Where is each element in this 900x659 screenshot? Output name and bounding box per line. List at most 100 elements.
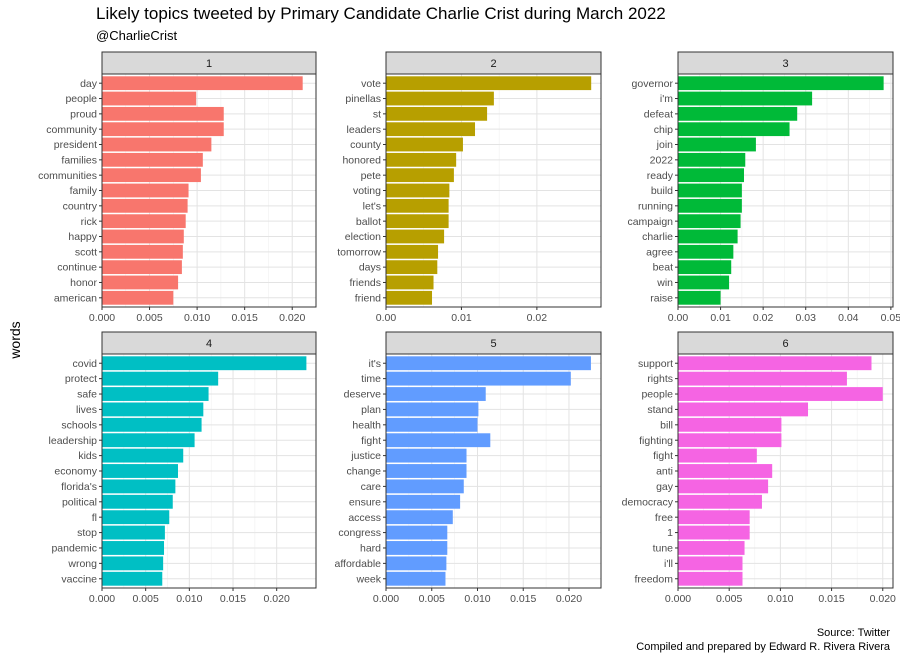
bar-2022 xyxy=(678,152,746,167)
bar-access xyxy=(386,510,453,525)
category-label: voting xyxy=(353,185,381,197)
facet-panel-5: 5 0.000 0.005 0.010 0.015 0.020 it's time deserv… xyxy=(334,331,602,605)
bar-let's xyxy=(386,198,449,213)
bar-gay xyxy=(678,479,769,494)
bar-florida's xyxy=(102,479,176,494)
category-label: justice xyxy=(350,450,381,462)
category-label: agree xyxy=(646,246,673,258)
bar-continue xyxy=(102,260,182,275)
bar-vaccine xyxy=(102,571,163,586)
x-tick-label: 0.01 xyxy=(451,312,472,324)
bar-fl xyxy=(102,510,170,525)
bar-campaign xyxy=(678,214,741,229)
bar-build xyxy=(678,183,742,198)
facet-panel-2: 2 0.00 0.01 0.02 vote pinellas st leaders county… xyxy=(337,51,602,324)
bar-fight xyxy=(678,448,757,463)
category-label: people xyxy=(641,389,673,401)
x-tick-label: 0.02 xyxy=(753,312,774,324)
x-tick-label: 0.03 xyxy=(796,312,817,324)
bar-scott xyxy=(102,244,183,259)
bar-friends xyxy=(386,275,434,290)
x-tick-label: 0.000 xyxy=(89,312,115,324)
x-tick-label: 0.020 xyxy=(870,593,896,605)
bar-support xyxy=(678,356,872,371)
bar-safe xyxy=(102,387,209,401)
caption-credit: Compiled and prepared by Edward R. River… xyxy=(636,641,890,653)
panel-border xyxy=(385,353,602,589)
bar-proud xyxy=(102,106,224,121)
category-label: fight xyxy=(653,450,673,462)
category-label: change xyxy=(347,466,382,478)
bar-plan xyxy=(386,402,479,417)
category-label: days xyxy=(359,262,381,274)
panel-border xyxy=(101,73,317,308)
category-label: kids xyxy=(78,450,97,462)
category-label: vote xyxy=(361,78,381,90)
bar-raise xyxy=(678,290,721,305)
bar-leadership xyxy=(102,433,195,448)
category-label: day xyxy=(80,78,98,90)
category-label: community xyxy=(46,124,98,136)
category-label: join xyxy=(656,139,674,151)
category-label: care xyxy=(361,481,382,493)
bar-stand xyxy=(678,402,809,417)
category-label: beat xyxy=(653,262,674,274)
x-tick-label: 0.020 xyxy=(556,593,582,605)
x-tick-label: 0.01 xyxy=(710,312,731,324)
category-label: let's xyxy=(363,200,381,212)
x-tick-label: 0.02 xyxy=(527,312,548,324)
x-tick-label: 0.005 xyxy=(419,593,445,605)
bar-vote xyxy=(386,76,592,91)
bar-ballot xyxy=(386,214,449,229)
x-tick-label: 0.005 xyxy=(716,593,742,605)
bar-change xyxy=(386,464,467,478)
category-label: lives xyxy=(76,404,97,416)
bar-economy xyxy=(102,464,178,478)
category-label: stand xyxy=(647,404,673,416)
category-label: scott xyxy=(75,246,97,258)
x-tick-label: 0.010 xyxy=(767,593,793,605)
bar-people xyxy=(102,91,197,106)
bar-st xyxy=(386,106,488,121)
bar-families xyxy=(102,152,203,167)
category-label: health xyxy=(352,419,381,431)
category-label: campaign xyxy=(627,216,673,228)
bar-tomorrow xyxy=(386,244,439,259)
category-label: economy xyxy=(54,466,97,478)
category-label: win xyxy=(656,277,673,289)
bar-bill xyxy=(678,417,782,432)
category-label: build xyxy=(651,185,673,197)
chart-subtitle: @CharlieCrist xyxy=(96,28,178,43)
bar-agree xyxy=(678,244,734,259)
bar-chip xyxy=(678,122,790,137)
category-label: hard xyxy=(360,543,381,555)
category-label: ballot xyxy=(356,216,381,228)
bar-political xyxy=(102,494,173,509)
category-label: raise xyxy=(650,292,673,304)
category-label: governor xyxy=(632,78,674,90)
category-label: safe xyxy=(77,389,97,401)
category-label: rick xyxy=(81,216,98,228)
panel-border xyxy=(677,73,894,308)
category-label: it's xyxy=(368,358,381,370)
bar-leaders xyxy=(386,122,476,137)
x-tick-label: 0.000 xyxy=(89,593,115,605)
category-label: time xyxy=(361,373,381,385)
category-label: friend xyxy=(355,292,381,304)
category-label: i'll xyxy=(664,558,673,570)
category-label: tomorrow xyxy=(337,246,381,258)
bar-defeat xyxy=(678,106,798,121)
bar-fighting xyxy=(678,433,782,448)
bar-charlie xyxy=(678,229,738,244)
bar-week xyxy=(386,571,446,586)
category-label: support xyxy=(638,358,673,370)
bar-friend xyxy=(386,290,433,305)
category-label: ensure xyxy=(349,496,381,508)
facet-strip-label: 4 xyxy=(206,338,212,350)
bar-people xyxy=(678,387,883,401)
category-label: communities xyxy=(38,170,97,182)
caption: Source: Twitter Compiled and prepared by… xyxy=(636,626,890,654)
caption-source: Source: Twitter xyxy=(816,627,890,639)
facet-panel-4: 4 0.000 0.005 0.010 0.015 0.020 covid protect sa… xyxy=(49,331,317,605)
bar-freedom xyxy=(678,571,743,586)
